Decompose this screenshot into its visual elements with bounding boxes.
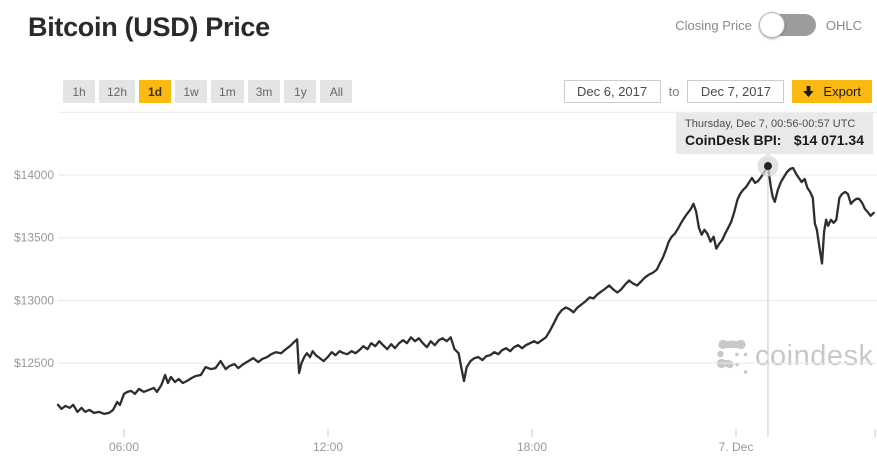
y-axis-label: $13500 [14, 231, 54, 245]
closing-price-label: Closing Price [675, 17, 752, 33]
ohlc-label: OHLC [825, 17, 862, 33]
tooltip-timestamp: Thursday, Dec 7, 00:56-00:57 UTC [685, 118, 856, 130]
x-axis-label: 18:00 [517, 440, 547, 454]
tooltip-price-value: $14 071.34 [793, 132, 864, 148]
range-button-1w[interactable]: 1w [175, 80, 208, 103]
coindesk-watermark: coindesk [712, 336, 873, 376]
range-button-12h[interactable]: 12h [99, 80, 136, 103]
export-button-label: Export [823, 84, 861, 99]
range-button-3m[interactable]: 3m [247, 80, 281, 103]
range-button-all[interactable]: All [320, 80, 353, 103]
x-axis-label: 06:00 [109, 440, 139, 454]
switch-knob-icon[interactable] [758, 12, 785, 38]
range-button-1y[interactable]: 1y [284, 80, 317, 103]
price-line-series [56, 164, 875, 416]
date-from-input[interactable] [563, 80, 661, 103]
date-to-input[interactable] [687, 80, 785, 103]
page-title: Bitcoin (USD) Price [28, 12, 270, 42]
y-axis-label: $13000 [14, 293, 54, 307]
marker-dot [763, 162, 772, 171]
chart-tooltip: Thursday, Dec 7, 00:56-00:57 UTC CoinDes… [676, 113, 873, 154]
y-axis-label: $14000 [14, 168, 54, 182]
export-button[interactable]: Export [792, 80, 872, 103]
date-range-controls: to Export [563, 80, 872, 103]
date-range-to-label: to [668, 84, 680, 99]
range-button-1d[interactable]: 1d [139, 80, 172, 103]
y-axis-label: $12500 [14, 356, 54, 370]
x-axis-label: 7. Dec [719, 440, 754, 454]
tooltip-pointer-icon [762, 151, 774, 158]
price-type-toggle-group: Closing Price OHLC [675, 12, 862, 38]
range-button-1m[interactable]: 1m [211, 80, 244, 103]
download-arrow-icon [803, 85, 815, 97]
price-type-switch[interactable] [758, 12, 816, 38]
range-buttons: 1h 12h 1d 1w 1m 3m 1y All [63, 80, 353, 103]
tooltip-series-label: CoinDesk BPI: [685, 132, 782, 148]
range-button-1h[interactable]: 1h [63, 80, 95, 103]
x-axis-label: 12:00 [313, 440, 343, 454]
coindesk-watermark-text: coindesk [755, 340, 874, 372]
